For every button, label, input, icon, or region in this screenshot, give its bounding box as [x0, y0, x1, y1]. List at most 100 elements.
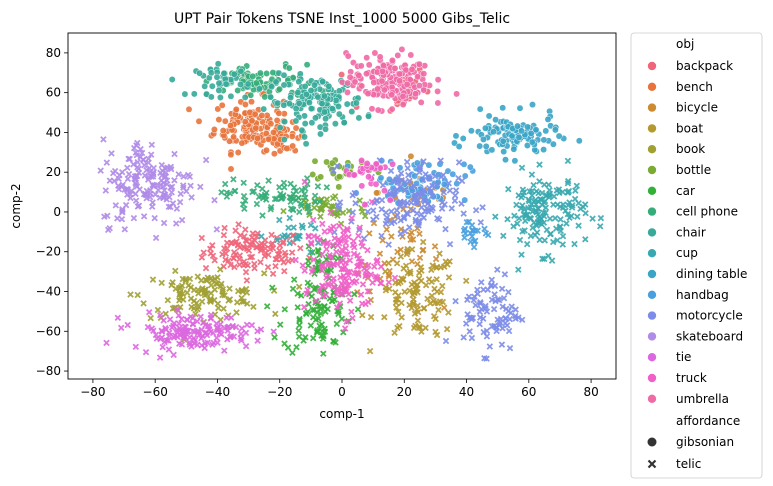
point-backpack — [288, 249, 296, 256]
point-dining-table — [551, 126, 559, 134]
point-cell-phone — [240, 179, 247, 187]
point-truck — [337, 237, 344, 244]
point-motorcycle — [383, 214, 391, 221]
point-boat — [406, 287, 413, 294]
point-backpack — [198, 234, 206, 242]
point-chair — [267, 93, 275, 101]
point-truck — [339, 265, 347, 273]
point-bench — [241, 101, 249, 108]
point-chair — [241, 93, 249, 101]
point-truck — [309, 216, 317, 224]
point-car — [269, 284, 276, 291]
point-skateboard — [127, 191, 134, 198]
point-motorcycle — [499, 325, 506, 332]
point-handbag — [460, 227, 468, 234]
point-truck — [342, 251, 349, 258]
point-cup — [566, 214, 573, 222]
legend-label-cell-phone: cell phone — [676, 205, 738, 219]
point-motorcycle — [428, 192, 436, 200]
point-cup — [500, 232, 507, 240]
point-cup — [523, 240, 531, 248]
point-truck — [334, 287, 341, 295]
point-truck — [301, 178, 308, 186]
point-bicycle — [409, 236, 417, 243]
point-car — [297, 292, 305, 299]
point-bench — [251, 110, 259, 118]
point-truck — [362, 272, 369, 280]
point-bicycle — [419, 246, 427, 254]
point-truck — [344, 250, 351, 258]
point-bench — [275, 109, 283, 117]
point-cell-phone — [261, 93, 269, 101]
point-backpack — [285, 257, 292, 265]
point-chair — [168, 76, 176, 83]
point-cup — [529, 224, 536, 232]
point-dining-table — [476, 105, 484, 113]
legend-title-obj: obj — [676, 37, 694, 51]
point-truck — [335, 222, 343, 230]
point-motorcycle — [500, 294, 508, 302]
point-truck — [346, 297, 354, 304]
point-truck — [329, 261, 337, 268]
point-dining-table — [523, 142, 531, 149]
point-bench — [218, 101, 226, 109]
legend-label-skateboard: skateboard — [676, 329, 743, 343]
x-tick-label: 20 — [397, 385, 412, 399]
point-bench — [221, 117, 229, 125]
point-chair — [321, 108, 328, 116]
point-dining-table — [452, 132, 460, 140]
point-boat — [395, 308, 402, 316]
point-boat — [404, 245, 411, 253]
point-umbrella — [357, 62, 365, 70]
point-skateboard — [151, 182, 158, 189]
point-book — [192, 310, 199, 318]
point-motorcycle — [477, 314, 484, 321]
point-motorcycle — [464, 296, 471, 304]
point-car — [315, 315, 322, 322]
point-motorcycle — [389, 177, 397, 184]
point-chair — [352, 99, 360, 107]
point-motorcycle — [418, 204, 425, 211]
point-cup — [527, 232, 535, 240]
point-skateboard — [135, 165, 142, 173]
point-backpack — [251, 264, 258, 272]
point-cup — [540, 209, 547, 216]
point-cup — [573, 182, 581, 190]
point-skateboard — [163, 196, 170, 203]
point-boat — [432, 315, 439, 323]
point-chair — [314, 93, 322, 101]
point-umbrella — [398, 45, 406, 53]
point-bicycle — [376, 250, 384, 257]
point-cup — [564, 189, 572, 196]
point-cup — [564, 157, 572, 165]
point-motorcycle — [401, 178, 409, 186]
point-car — [309, 334, 317, 342]
point-cup — [548, 257, 556, 264]
point-cup — [531, 198, 538, 206]
point-bicycle — [431, 243, 439, 250]
legend-label-handbag: handbag — [676, 288, 729, 302]
point-skateboard — [108, 150, 115, 157]
point-boat — [440, 263, 448, 270]
point-chair — [280, 81, 288, 89]
point-skateboard — [125, 170, 133, 178]
point-motorcycle — [404, 164, 411, 172]
point-umbrella — [379, 67, 387, 75]
point-cup — [307, 248, 314, 256]
point-cup — [551, 214, 559, 222]
point-skateboard — [172, 220, 180, 227]
point-book — [250, 303, 257, 311]
point-cup — [559, 241, 567, 248]
point-boat — [431, 299, 439, 307]
point-motorcycle — [393, 207, 401, 214]
point-bench — [215, 116, 223, 124]
point-book — [207, 298, 214, 306]
point-tie — [183, 316, 191, 324]
point-skateboard — [179, 182, 187, 189]
legend-label-gibsonian: gibsonian — [676, 435, 734, 449]
point-book — [238, 294, 245, 302]
point-chair — [216, 94, 224, 101]
point-skateboard — [175, 171, 182, 178]
point-cup — [274, 236, 281, 244]
point-dining-table — [555, 132, 563, 140]
